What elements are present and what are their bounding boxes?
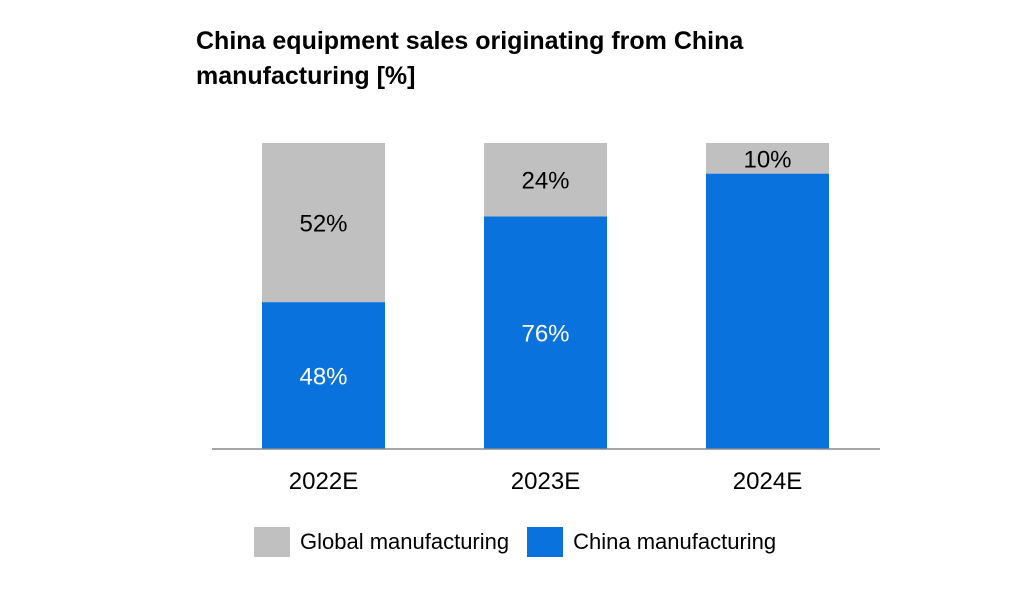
bar-china-manufacturing-2022e [262, 302, 385, 449]
x-tick-label-2023e: 2023E [511, 468, 580, 495]
bar-global-manufacturing-2022e [262, 143, 385, 303]
x-tick-label-2022e: 2022E [289, 468, 358, 495]
data-label-global-manufacturing-2023e: 24% [521, 168, 569, 195]
legend-item-china: China manufacturing [527, 527, 776, 557]
legend-label-china: China manufacturing [573, 529, 777, 554]
legend-swatch-china [527, 527, 564, 557]
bar-china-manufacturing-2023e [484, 216, 607, 449]
legend-item-global: Global manufacturing [254, 527, 509, 557]
bar-china-manufacturing-2024e [706, 173, 829, 449]
data-label-global-manufacturing-2022e: 52% [299, 211, 347, 238]
x-tick-label-2024e: 2024E [733, 468, 802, 495]
legend-label-global: Global manufacturing [300, 529, 510, 554]
legend-swatch-global [254, 527, 290, 557]
data-label-china-manufacturing-2022e: 48% [299, 364, 347, 391]
x-tick-labels: 2022E 2023E 2024E [289, 468, 802, 495]
legend: Global manufacturing China manufacturing [254, 527, 794, 557]
bar-group: 48% 52% 76% 24% 10% [262, 143, 829, 449]
bar-global-manufacturing-2023e [484, 143, 607, 217]
chart-title: China equipment sales originating from C… [196, 27, 744, 90]
data-label-china-manufacturing-2023e: 76% [521, 321, 569, 348]
data-label-global-manufacturing-2024e: 10% [743, 146, 791, 173]
bar-global-manufacturing-2024e [706, 143, 829, 174]
